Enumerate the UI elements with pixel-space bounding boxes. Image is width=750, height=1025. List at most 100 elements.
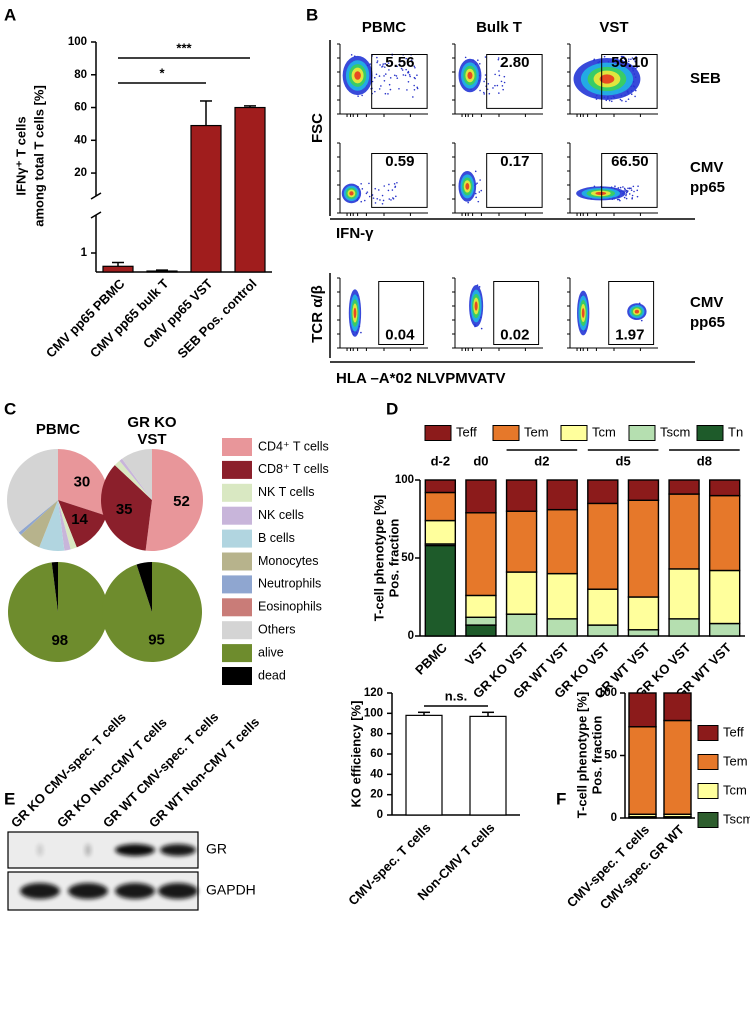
bar-segment <box>546 508 578 575</box>
pie-slice <box>58 500 107 548</box>
event-dot <box>407 71 410 74</box>
bar-segment <box>465 594 497 618</box>
flow-plot <box>573 54 658 109</box>
event-dot <box>500 65 502 68</box>
event-dot <box>376 56 378 59</box>
event-dot <box>636 195 639 198</box>
event-dot <box>410 59 413 62</box>
event-dot <box>394 186 396 188</box>
event-dot <box>479 89 481 92</box>
y-tick-label: 60 <box>74 102 87 114</box>
row-label: CMV <box>690 294 723 311</box>
panel-letter: C <box>4 399 16 418</box>
pie-slice <box>136 562 152 612</box>
event-dot <box>502 88 504 91</box>
event-dot <box>498 70 500 72</box>
bar-segment <box>546 572 578 620</box>
pie-slice <box>18 500 58 535</box>
event-dot <box>384 63 387 65</box>
event-dot <box>487 82 490 85</box>
bar <box>102 265 134 273</box>
event-dot <box>391 189 394 191</box>
blot-band <box>160 844 196 856</box>
gate <box>486 54 543 109</box>
y-tick-label: 100 <box>68 36 87 48</box>
legend-label: NK cells <box>258 508 304 522</box>
event-dot <box>385 64 388 66</box>
event-dot <box>392 197 395 200</box>
event-dot <box>503 75 506 78</box>
event-dot <box>622 55 625 58</box>
y-axis-label: IFNγ⁺ T cells <box>13 116 28 195</box>
legend-label: Tem <box>723 753 748 768</box>
event-dot <box>633 65 636 67</box>
event-dot <box>627 187 629 190</box>
event-dot <box>375 73 378 76</box>
bar-segment <box>424 519 457 545</box>
event-dot <box>361 94 363 97</box>
event-dot <box>376 60 379 62</box>
band-label: GR <box>206 841 227 857</box>
legend-label: NK T cells <box>258 485 315 499</box>
gate-percent: 0.59 <box>385 153 414 170</box>
pie-slice <box>51 561 58 612</box>
pie-slice <box>7 449 58 533</box>
event-dot <box>483 93 486 95</box>
event-dot <box>496 84 499 87</box>
event-dot <box>633 190 635 193</box>
blot-band <box>85 844 91 856</box>
pie-slice <box>58 449 109 516</box>
event-dot <box>381 203 384 205</box>
event-dot <box>476 182 478 185</box>
bar-segment <box>546 479 578 511</box>
legend-label: Eosinophils <box>258 600 322 614</box>
y-tick-label: 20 <box>370 789 383 801</box>
bar-segment <box>668 618 700 637</box>
event-dot <box>406 89 408 91</box>
event-dot <box>617 187 620 189</box>
event-dot <box>398 63 401 66</box>
bar-segment <box>708 569 741 625</box>
bar-segment <box>587 624 619 637</box>
pie-title: PBMC <box>36 421 80 438</box>
event-dot <box>637 185 639 188</box>
event-dot <box>634 89 637 92</box>
density-blob <box>595 191 607 195</box>
event-dot <box>628 58 630 60</box>
gate <box>493 281 540 345</box>
event-dot <box>363 199 366 202</box>
x-tick-label: PBMC <box>412 640 450 678</box>
event-dot <box>379 64 381 66</box>
y-tick-label: 50 <box>401 552 414 564</box>
pie-value-label: 98 <box>51 632 68 649</box>
legend-label: CD4⁺ T cells <box>258 439 329 453</box>
legend-swatch <box>222 438 252 456</box>
event-dot <box>494 84 496 87</box>
gate-percent: 0.02 <box>500 326 529 343</box>
blot-band <box>115 844 155 856</box>
row-label: CMV <box>690 159 723 176</box>
legend-swatch <box>222 483 252 502</box>
x-tick-label: VST <box>462 640 491 669</box>
group-label: d-2 <box>431 453 451 468</box>
legend-swatch <box>222 575 252 594</box>
event-dot <box>413 65 416 68</box>
event-dot <box>610 100 613 103</box>
pie-slice <box>101 465 152 551</box>
group-label: d5 <box>616 453 631 468</box>
legend-swatch <box>697 783 719 799</box>
flow-plot <box>577 281 655 345</box>
event-dot <box>378 88 381 90</box>
y-axis-label: Pos. fraction <box>386 519 401 598</box>
legend-swatch <box>222 529 252 548</box>
gate <box>486 153 543 208</box>
event-dot <box>373 76 376 79</box>
y-tick-label: 80 <box>370 728 383 740</box>
density-blob <box>599 74 615 84</box>
event-dot <box>630 189 633 191</box>
event-dot <box>376 61 378 64</box>
event-dot <box>383 79 386 82</box>
legend-label: CD8⁺ T cells <box>258 462 329 476</box>
event-dot <box>361 188 364 190</box>
pie-slice <box>114 460 152 500</box>
